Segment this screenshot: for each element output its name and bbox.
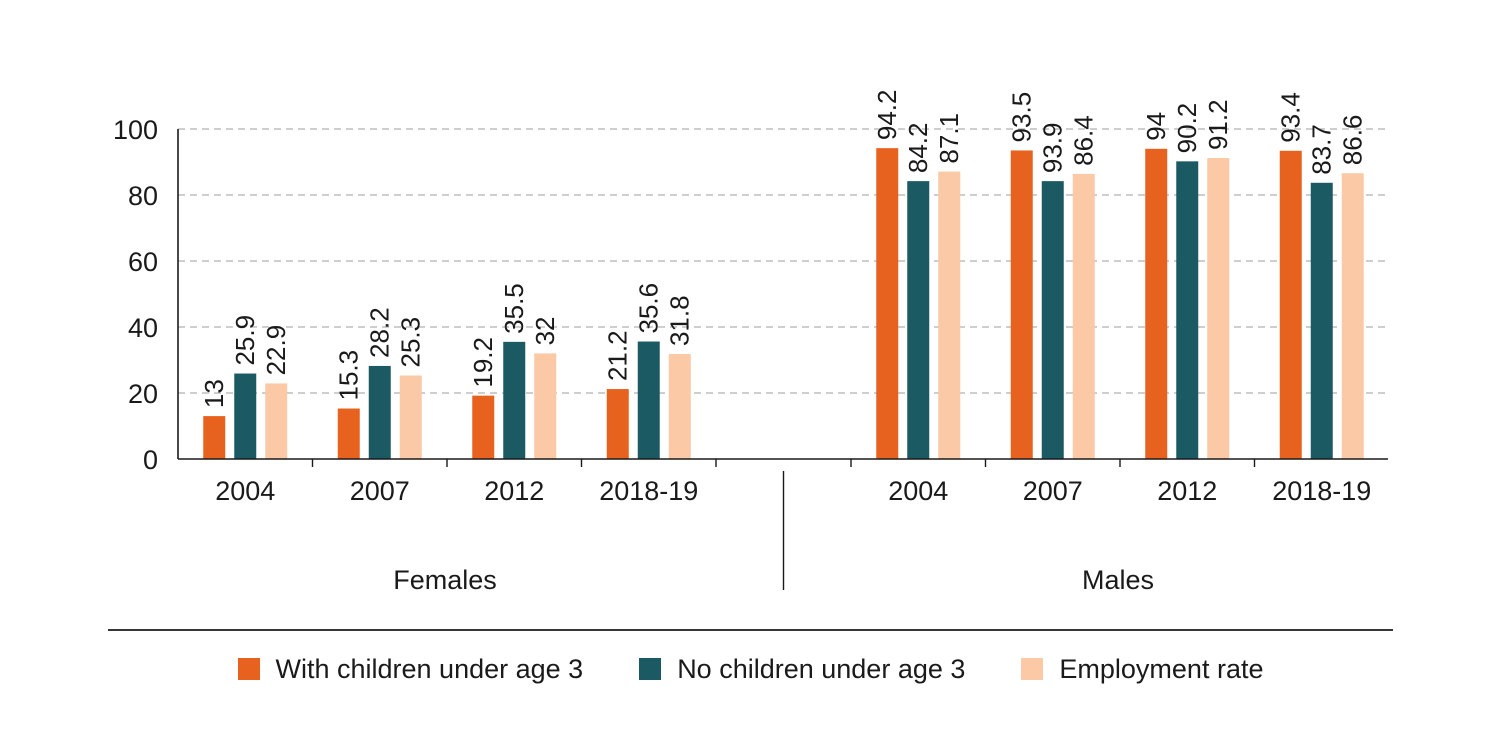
data-label-males-2007-with-children-under-age-3: 93.5 xyxy=(1007,92,1037,143)
data-label-females-2012-employment-rate: 32 xyxy=(530,316,560,345)
data-label-males-2018-19-no-children-under-age-3: 83.7 xyxy=(1307,124,1337,175)
x-tick-label-females-2012: 2012 xyxy=(484,476,544,506)
bars xyxy=(203,148,1364,460)
x-tick-label-males-2004: 2004 xyxy=(888,476,948,506)
bar-males-2004-employment-rate xyxy=(938,171,961,459)
bar-females-2012-no-children-under-age-3 xyxy=(503,341,526,459)
y-tick-label-0: 0 xyxy=(143,445,158,475)
y-tick-label-20: 20 xyxy=(128,379,158,409)
bar-males-2012-no-children-under-age-3 xyxy=(1176,161,1199,459)
bar-males-2018-19-no-children-under-age-3 xyxy=(1310,182,1333,460)
data-label-males-2004-with-children-under-age-3: 94.2 xyxy=(872,90,902,141)
legend-swatch-employment-rate xyxy=(1021,658,1044,680)
bar-males-2018-19-employment-rate xyxy=(1341,173,1364,459)
bar-females-2018-19-with-children-under-age-3 xyxy=(606,389,629,459)
bar-females-2004-no-children-under-age-3 xyxy=(234,373,257,459)
legend: With children under age 3 No children un… xyxy=(0,648,1501,690)
data-label-females-2004-employment-rate: 22.9 xyxy=(261,325,291,376)
y-tick-label-100: 100 xyxy=(113,115,158,145)
bar-females-2007-employment-rate xyxy=(399,375,422,459)
data-label-females-2007-employment-rate: 25.3 xyxy=(396,317,426,368)
legend-label-no-children: No children under age 3 xyxy=(677,653,966,684)
bar-females-2018-19-no-children-under-age-3 xyxy=(637,341,660,459)
data-label-females-2007-no-children-under-age-3: 28.2 xyxy=(365,307,395,358)
data-label-males-2018-19-employment-rate: 86.6 xyxy=(1338,115,1368,166)
x-tick-label-females-2018-19: 2018-19 xyxy=(599,476,698,506)
x-tick-label-males-2012: 2012 xyxy=(1157,476,1217,506)
data-label-males-2018-19-with-children-under-age-3: 93.4 xyxy=(1276,92,1306,143)
group-label-males: Males xyxy=(1082,565,1154,595)
legend-label-with-children: With children under age 3 xyxy=(275,653,584,684)
legend-item-employment-rate: Employment rate xyxy=(1021,654,1263,685)
legend-swatch-with-children xyxy=(237,658,260,680)
bar-females-2004-employment-rate xyxy=(265,383,288,459)
data-label-males-2004-no-children-under-age-3: 84.2 xyxy=(903,123,933,174)
data-label-females-2018-19-with-children-under-age-3: 21.2 xyxy=(603,330,633,381)
y-tick-label-80: 80 xyxy=(128,181,158,211)
data-label-females-2012-with-children-under-age-3: 19.2 xyxy=(468,337,498,388)
bar-males-2007-no-children-under-age-3 xyxy=(1041,181,1064,459)
group-label-females: Females xyxy=(393,565,497,595)
bar-males-2004-no-children-under-age-3 xyxy=(907,181,930,459)
bar-females-2018-19-employment-rate xyxy=(668,354,691,459)
bar-males-2007-employment-rate xyxy=(1072,173,1095,459)
bar-females-2012-with-children-under-age-3 xyxy=(472,395,495,459)
bar-males-2012-with-children-under-age-3 xyxy=(1145,148,1168,460)
x-tick-label-males-2007: 2007 xyxy=(1023,476,1083,506)
bar-females-2007-no-children-under-age-3 xyxy=(368,365,391,459)
data-label-males-2007-employment-rate: 86.4 xyxy=(1069,115,1099,166)
bar-males-2018-19-with-children-under-age-3 xyxy=(1279,150,1302,459)
data-label-females-2018-19-no-children-under-age-3: 35.6 xyxy=(634,283,664,334)
data-label-females-2004-no-children-under-age-3: 25.9 xyxy=(230,315,260,366)
bar-males-2007-with-children-under-age-3 xyxy=(1010,150,1033,459)
data-label-males-2007-no-children-under-age-3: 93.9 xyxy=(1038,123,1068,174)
bar-males-2012-employment-rate xyxy=(1207,158,1230,460)
data-label-males-2012-employment-rate: 91.2 xyxy=(1203,99,1233,150)
legend-swatch-no-children xyxy=(639,658,662,680)
data-label-males-2012-no-children-under-age-3: 90.2 xyxy=(1172,103,1202,154)
data-label-females-2012-no-children-under-age-3: 35.5 xyxy=(499,283,529,334)
bar-females-2007-with-children-under-age-3 xyxy=(337,408,360,459)
x-tick-label-females-2004: 2004 xyxy=(215,476,275,506)
axes: 0 20 40 60 80 100 2004 2007 2012 2018-19 Females 20… xyxy=(108,115,1393,631)
data-label-males-2012-with-children-under-age-3: 94 xyxy=(1141,112,1171,141)
legend-item-with-children: With children under age 3 xyxy=(237,653,584,685)
legend-item-no-children: No children under age 3 xyxy=(639,654,965,685)
y-tick-label-60: 60 xyxy=(128,247,158,277)
legend-label-employment-rate: Employment rate xyxy=(1059,653,1264,684)
bar-females-2012-employment-rate xyxy=(534,353,557,459)
bar-females-2004-with-children-under-age-3 xyxy=(203,416,226,459)
data-label-females-2004-with-children-under-age-3: 13 xyxy=(199,379,229,408)
y-tick-label-40: 40 xyxy=(128,313,158,343)
x-tick-label-males-2018-19: 2018-19 xyxy=(1272,476,1371,506)
data-label-males-2004-employment-rate: 87.1 xyxy=(934,113,964,164)
x-tick-label-females-2007: 2007 xyxy=(350,476,410,506)
bar-males-2004-with-children-under-age-3 xyxy=(876,148,899,459)
data-label-females-2018-19-employment-rate: 31.8 xyxy=(665,295,695,346)
data-label-females-2007-with-children-under-age-3: 15.3 xyxy=(334,350,364,401)
